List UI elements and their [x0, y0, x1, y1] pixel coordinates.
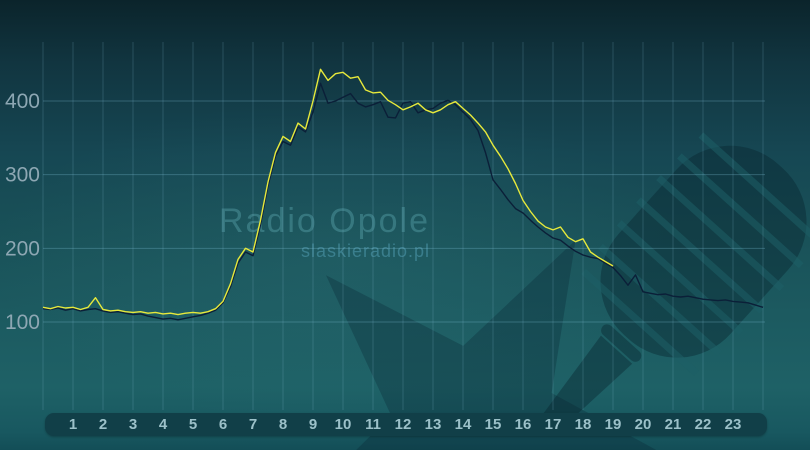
y-axis-label: 300: [5, 164, 40, 187]
x-axis-label: 3: [128, 416, 138, 433]
x-axis-label: 23: [724, 416, 742, 433]
x-axis-label: 7: [248, 416, 258, 433]
x-axis-label: 1: [68, 416, 78, 433]
series-line-navy: [42, 82, 764, 321]
x-axis-bar: 1 2 3 4 5 6 7 8 9 10 11 12 13 14 15 16 17 18 19 20 21 22 23: [45, 413, 767, 436]
x-axis-label: 14: [454, 416, 472, 433]
x-axis-label: 16: [514, 416, 532, 433]
watermark-website: slaskieradio.pl: [301, 241, 431, 261]
x-axis-label: 10: [334, 416, 352, 433]
x-axis-label: 9: [308, 416, 318, 433]
star-watermark-icon: [281, 240, 688, 450]
x-axis-label: 11: [365, 416, 381, 433]
x-axis-label: 12: [394, 416, 412, 433]
y-axis-label: 100: [5, 311, 40, 334]
x-axis-label: 20: [634, 416, 652, 433]
x-axis-label: 4: [158, 416, 168, 433]
x-axis-label: 13: [424, 416, 442, 433]
x-axis-label: 19: [604, 416, 622, 433]
x-axis-label: 6: [218, 416, 228, 433]
x-axis-label: 21: [664, 416, 682, 433]
series-line-yellow: [42, 68, 614, 316]
x-axis-label: 22: [694, 416, 712, 433]
x-axis-label: 15: [484, 416, 502, 433]
watermark-station-name: Radio Opole: [219, 202, 431, 240]
x-axis-label: 2: [98, 416, 108, 433]
x-axis-label: 17: [544, 416, 562, 433]
x-axis-label: 5: [188, 416, 198, 433]
y-axis-label: 200: [5, 237, 40, 260]
x-axis-label: 8: [278, 416, 288, 433]
x-axis-label: 18: [574, 416, 592, 433]
y-axis-label: 400: [5, 90, 40, 113]
